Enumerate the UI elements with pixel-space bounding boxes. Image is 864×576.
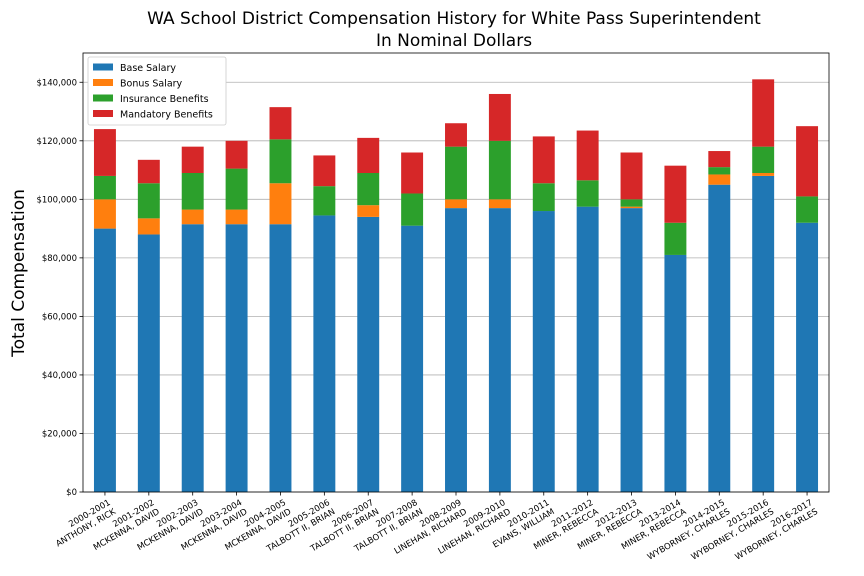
legend-swatch xyxy=(93,94,113,102)
bar-segment xyxy=(796,222,819,492)
legend-swatch xyxy=(93,63,113,71)
bar-segment xyxy=(445,123,467,147)
bar-segment xyxy=(620,208,643,492)
y-axis-label: Total Compensation xyxy=(9,189,29,358)
bar-segment xyxy=(664,222,687,255)
bar-segment xyxy=(488,93,511,141)
bar-segment xyxy=(269,107,292,140)
bar-segment xyxy=(752,175,775,493)
bar-segment xyxy=(664,254,687,492)
legend-label: Base Salary xyxy=(120,63,176,74)
bar-segment xyxy=(225,140,248,169)
legend-swatch xyxy=(93,110,113,117)
bar-segment xyxy=(313,155,336,187)
bar-segment xyxy=(620,206,643,209)
bar-segment xyxy=(532,211,555,493)
chart-subtitle: In Nominal Dollars xyxy=(376,31,532,51)
bar-segment xyxy=(313,186,336,216)
y-tick-label: $120,000 xyxy=(36,137,77,147)
bar-segment xyxy=(664,165,687,223)
bar-segment xyxy=(752,146,775,173)
bar-segment xyxy=(708,151,731,168)
bar-segment xyxy=(181,209,204,225)
bar-segment xyxy=(93,228,116,492)
bar-segment xyxy=(225,209,248,225)
bar-segment xyxy=(401,152,424,194)
bar-segment xyxy=(225,168,248,210)
bar-segment xyxy=(752,79,775,147)
y-tick-label: $20,000 xyxy=(42,429,77,439)
y-tick-label: $140,000 xyxy=(36,78,77,88)
bar-segment xyxy=(576,206,599,492)
bar-segment xyxy=(137,234,160,492)
y-tick-label: $0 xyxy=(66,488,77,498)
bar-segment xyxy=(357,216,380,493)
bar-segment xyxy=(445,146,467,200)
bar-segment xyxy=(269,224,292,492)
bar-segment xyxy=(93,129,116,176)
bar-segment xyxy=(357,205,380,217)
legend: Base Salary Bonus Salary Insurance Benefit… xyxy=(87,56,227,126)
y-tick-label: $60,000 xyxy=(42,312,77,322)
bar-segment xyxy=(620,152,643,200)
y-tick-label: $100,000 xyxy=(36,195,77,205)
bar-segment xyxy=(445,199,467,209)
bar-segment xyxy=(445,208,467,492)
bar-segment xyxy=(93,175,116,200)
legend-swatch xyxy=(93,79,113,86)
legend-label: Insurance Benefits xyxy=(120,94,209,105)
bar-segment xyxy=(488,140,511,200)
bar-segment xyxy=(269,183,292,225)
bar-segment xyxy=(181,172,204,210)
legend-label: Bonus Salary xyxy=(120,79,183,90)
bar-segment xyxy=(313,215,336,492)
bar-segment xyxy=(137,218,160,235)
bar-segment xyxy=(708,174,731,185)
plot-frame xyxy=(82,52,830,493)
y-tick-label: $40,000 xyxy=(42,371,77,381)
chart-title: WA School District Compensation History … xyxy=(147,9,761,29)
y-tick-label: $80,000 xyxy=(42,254,77,264)
bar-segment xyxy=(620,199,643,207)
legend-box xyxy=(87,56,227,126)
legend-label: Mandatory Benefits xyxy=(120,110,213,121)
axes xyxy=(79,52,830,496)
bar-segment xyxy=(401,193,424,226)
bar-segment xyxy=(181,224,204,492)
bar-segment xyxy=(708,184,731,492)
bar-segment xyxy=(488,208,511,492)
bar-segment xyxy=(357,137,380,173)
bar-segment xyxy=(137,159,160,184)
bar-segment xyxy=(576,180,599,207)
bar-segment xyxy=(796,126,819,197)
bar-segment xyxy=(225,224,248,492)
bar-segment xyxy=(401,225,424,492)
bar-segment xyxy=(532,183,555,212)
bar-segment xyxy=(357,172,380,206)
bar-segment xyxy=(796,196,819,223)
bar-segment xyxy=(576,130,599,181)
bar-segment xyxy=(532,136,555,184)
bar-segment xyxy=(708,167,731,175)
bar-segment xyxy=(93,199,116,229)
bar-segment xyxy=(269,139,292,184)
bars xyxy=(93,79,819,493)
bar-segment xyxy=(181,146,204,173)
bar-segment xyxy=(137,183,160,219)
bar-segment xyxy=(752,172,775,176)
bar-segment xyxy=(488,199,511,209)
